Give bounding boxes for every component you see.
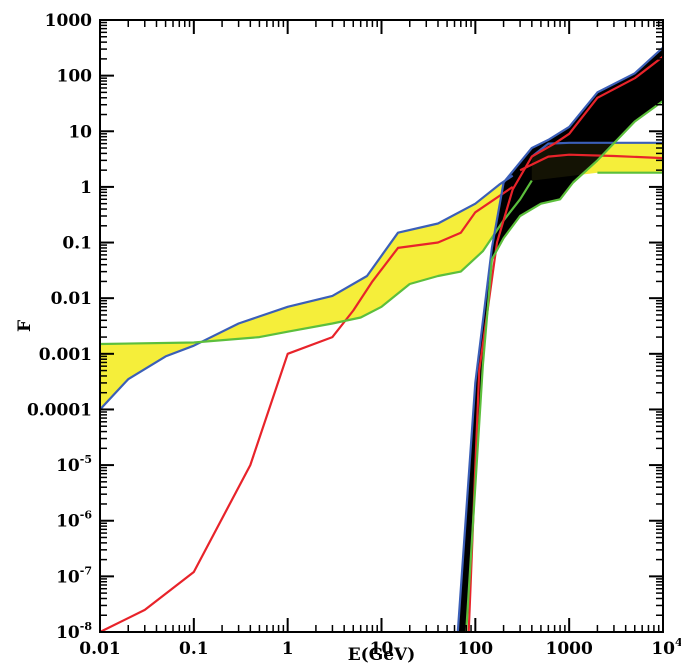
band-0 bbox=[100, 175, 532, 410]
y-tick-label: 1000 bbox=[45, 11, 92, 31]
series-line-black_upper bbox=[456, 46, 664, 633]
x-tick-label: 1000 bbox=[546, 639, 593, 659]
x-tick-label: 0.01 bbox=[79, 639, 120, 659]
y-tick-label: 10-8 bbox=[56, 620, 92, 643]
series-line-yellow_mid bbox=[99, 185, 514, 633]
series-line-yellow_lower bbox=[99, 180, 533, 346]
series-line-yellow_upper bbox=[99, 174, 514, 411]
y-tick-label: 1 bbox=[80, 178, 92, 198]
y-tick-label: 10 bbox=[68, 122, 92, 142]
y-tick-label: 0.01 bbox=[51, 289, 92, 309]
y-tick-label: 10-6 bbox=[56, 509, 92, 532]
y-tick-label: 10-7 bbox=[56, 564, 92, 587]
y-axis-title: F bbox=[15, 320, 35, 332]
y-tick-label: 100 bbox=[57, 67, 93, 87]
y-tick-label: 10-5 bbox=[56, 453, 92, 476]
plot-frame bbox=[99, 19, 664, 633]
x-tick-label: 104 bbox=[651, 636, 681, 659]
x-tick-label: 10 bbox=[370, 639, 394, 659]
y-tick-label: 0.001 bbox=[39, 345, 92, 365]
tick-label-layer: 0.01 0.1 1 10 100 1000 104 1000 100 10 1 0.1 0.01 0.0… bbox=[27, 11, 681, 659]
x-tick-label: 1 bbox=[282, 639, 294, 659]
x-tick-label: 0.1 bbox=[179, 639, 209, 659]
x-axis-title: E(GeV) bbox=[348, 645, 416, 665]
y-tick-label: 0.1 bbox=[62, 234, 92, 254]
band-layer bbox=[100, 47, 663, 632]
series-line-yellow_right_mid bbox=[519, 153, 664, 172]
x-tick-label: 100 bbox=[458, 639, 494, 659]
line-layer bbox=[99, 46, 664, 633]
tick-layer bbox=[99, 19, 664, 633]
y-tick-label: 0.0001 bbox=[27, 400, 92, 420]
band-black-overlay bbox=[457, 47, 663, 632]
series-line-black_lower bbox=[465, 100, 664, 633]
series-line-yellow_right_upper bbox=[531, 141, 663, 158]
